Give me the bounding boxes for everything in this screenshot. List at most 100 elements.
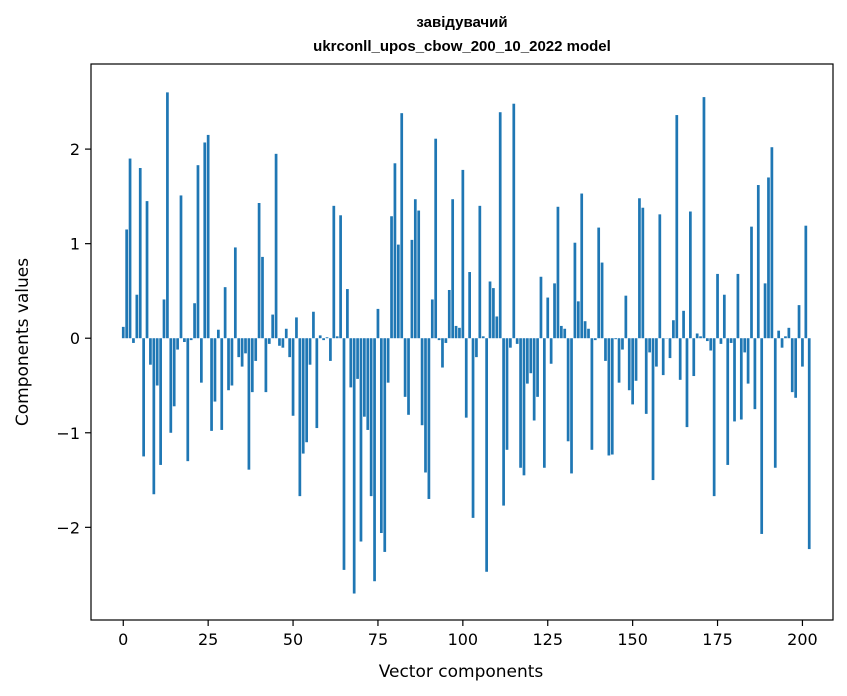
bar-78: [386, 338, 390, 383]
bar-43: [267, 338, 271, 344]
bar-51: [295, 317, 298, 339]
bar-196: [787, 327, 791, 339]
bar-100: [461, 169, 465, 339]
bar-159: [661, 338, 665, 376]
x-tick-label-7: 175: [702, 630, 733, 649]
bar-35: [240, 338, 244, 367]
bar-50: [291, 338, 295, 416]
bar-10: [155, 338, 159, 386]
bar-33: [233, 247, 237, 339]
bar-133: [573, 242, 577, 339]
bar-180: [733, 338, 736, 422]
bar-183: [743, 338, 747, 353]
bar-192: [773, 338, 777, 468]
bar-153: [641, 207, 645, 339]
bar-82: [400, 113, 404, 339]
bar-4: [135, 294, 139, 339]
bar-2: [128, 158, 132, 339]
bar-176: [719, 338, 723, 344]
bar-168: [692, 338, 696, 377]
bar-83: [403, 338, 407, 397]
bar-31: [227, 338, 230, 391]
bar-193: [777, 330, 781, 339]
bar-172: [705, 338, 709, 342]
bar-74: [373, 338, 376, 582]
bar-173: [709, 338, 713, 351]
bar-143: [607, 338, 611, 456]
bar-69: [356, 338, 359, 379]
bar-130: [563, 328, 567, 339]
y-axis-label: Components values: [13, 258, 33, 426]
bar-47: [281, 338, 285, 348]
bar-40: [257, 203, 261, 339]
bar-87: [417, 210, 421, 339]
bar-162: [672, 320, 675, 339]
bar-184: [746, 338, 750, 384]
bar-123: [539, 276, 543, 339]
x-tick-label-5: 125: [532, 630, 563, 649]
bar-56: [312, 311, 315, 339]
bar-155: [648, 338, 651, 353]
bar-135: [580, 193, 584, 339]
bar-38: [250, 338, 254, 393]
bar-19: [186, 338, 190, 462]
bar-175: [716, 273, 719, 339]
bar-101: [464, 338, 468, 418]
bar-188: [760, 338, 764, 534]
bar-152: [638, 198, 641, 339]
bar-11: [159, 338, 162, 465]
bar-84: [407, 338, 410, 415]
bar-126: [549, 338, 553, 364]
bar-14: [169, 338, 173, 433]
bar-86: [413, 199, 417, 339]
bar-20: [189, 338, 193, 341]
bar-195: [784, 336, 787, 339]
bar-127: [553, 283, 556, 339]
bar-34: [237, 338, 241, 358]
bar-15: [172, 338, 176, 407]
bar-179: [729, 338, 733, 343]
bar-161: [668, 338, 672, 359]
bar-67: [349, 338, 353, 388]
bar-169: [695, 333, 699, 339]
y-tick-label-0: −2: [56, 518, 80, 537]
bar-45: [274, 153, 278, 339]
bar-57: [315, 338, 319, 429]
bar-30: [223, 287, 227, 339]
bar-95: [444, 338, 448, 343]
bar-201: [804, 225, 808, 339]
bar-80: [393, 163, 397, 339]
bar-76: [379, 338, 383, 534]
bar-181: [736, 273, 740, 339]
bar-154: [644, 338, 648, 414]
bar-182: [739, 338, 743, 420]
bar-115: [512, 103, 516, 339]
bar-81: [396, 244, 400, 339]
bar-157: [655, 338, 658, 367]
bar-65: [342, 338, 346, 570]
bar-177: [722, 294, 726, 339]
bar-149: [627, 338, 631, 391]
bar-151: [634, 338, 638, 381]
bar-39: [254, 338, 258, 361]
bar-131: [566, 338, 570, 442]
bar-27: [213, 338, 217, 402]
bar-3: [132, 338, 135, 343]
bar-164: [678, 338, 682, 380]
bar-52: [298, 338, 302, 497]
x-tick-label-6: 150: [617, 630, 648, 649]
bar-17: [179, 195, 183, 339]
bar-138: [590, 338, 594, 450]
bar-142: [604, 338, 607, 361]
bar-114: [509, 338, 512, 348]
bar-102: [468, 272, 471, 339]
y-tick-label-3: 1: [70, 235, 80, 254]
bar-108: [488, 281, 492, 339]
bar-120: [529, 338, 533, 374]
bar-28: [216, 329, 220, 339]
x-tick-label-0: 0: [118, 630, 128, 649]
bar-190: [767, 177, 770, 339]
bar-125: [546, 297, 550, 339]
bar-111: [498, 112, 502, 339]
